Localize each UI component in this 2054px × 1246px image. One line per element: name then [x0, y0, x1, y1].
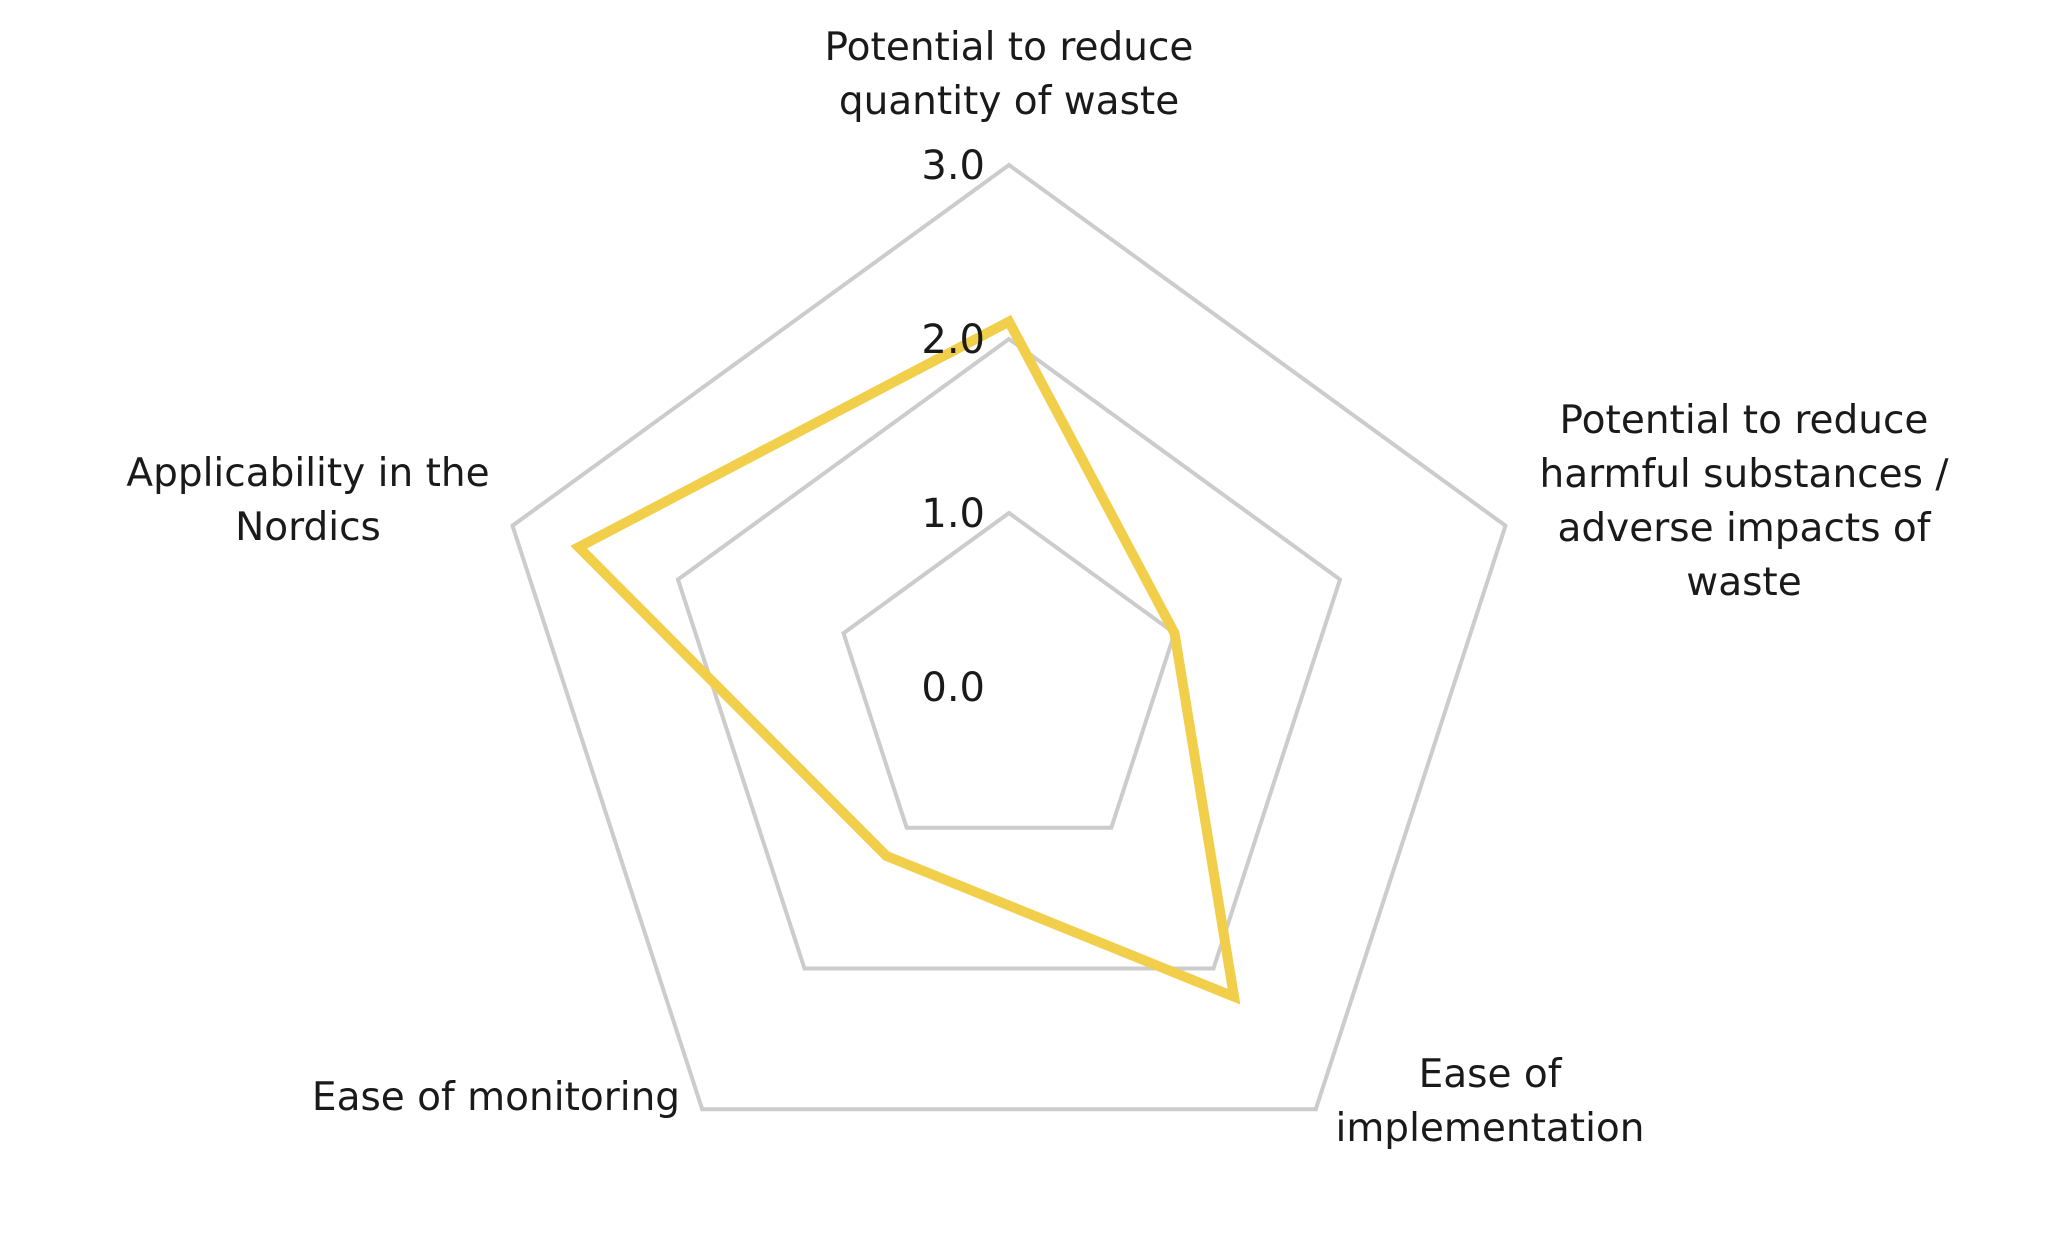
tick-label: 3.0	[921, 143, 985, 189]
axis-label: Applicability in the Nordics	[126, 451, 489, 550]
axis-label: Ease of monitoring	[312, 1075, 680, 1120]
tick-label: 2.0	[921, 317, 985, 363]
grid-layer	[510, 162, 1508, 1112]
axis-label: Ease of implementation	[1335, 1052, 1644, 1151]
axis-label: Potential to reduce quantity of waste	[825, 25, 1194, 124]
grid-ring-1	[841, 510, 1177, 830]
series-line-0	[570, 314, 1241, 1005]
tick-labels: 0.0 1.0 2.0 3.0	[921, 143, 985, 711]
tick-label: 1.0	[921, 491, 985, 537]
axis-labels: Potential to reduce quantity of waste Pote…	[126, 25, 1949, 1151]
tick-label: 0.0	[921, 665, 985, 711]
series-layer	[570, 314, 1241, 1005]
grid-ring-3	[510, 162, 1508, 1112]
axis-label: Potential to reduce harmful substances / a…	[1540, 398, 1950, 605]
grid-ring-2	[675, 336, 1343, 971]
